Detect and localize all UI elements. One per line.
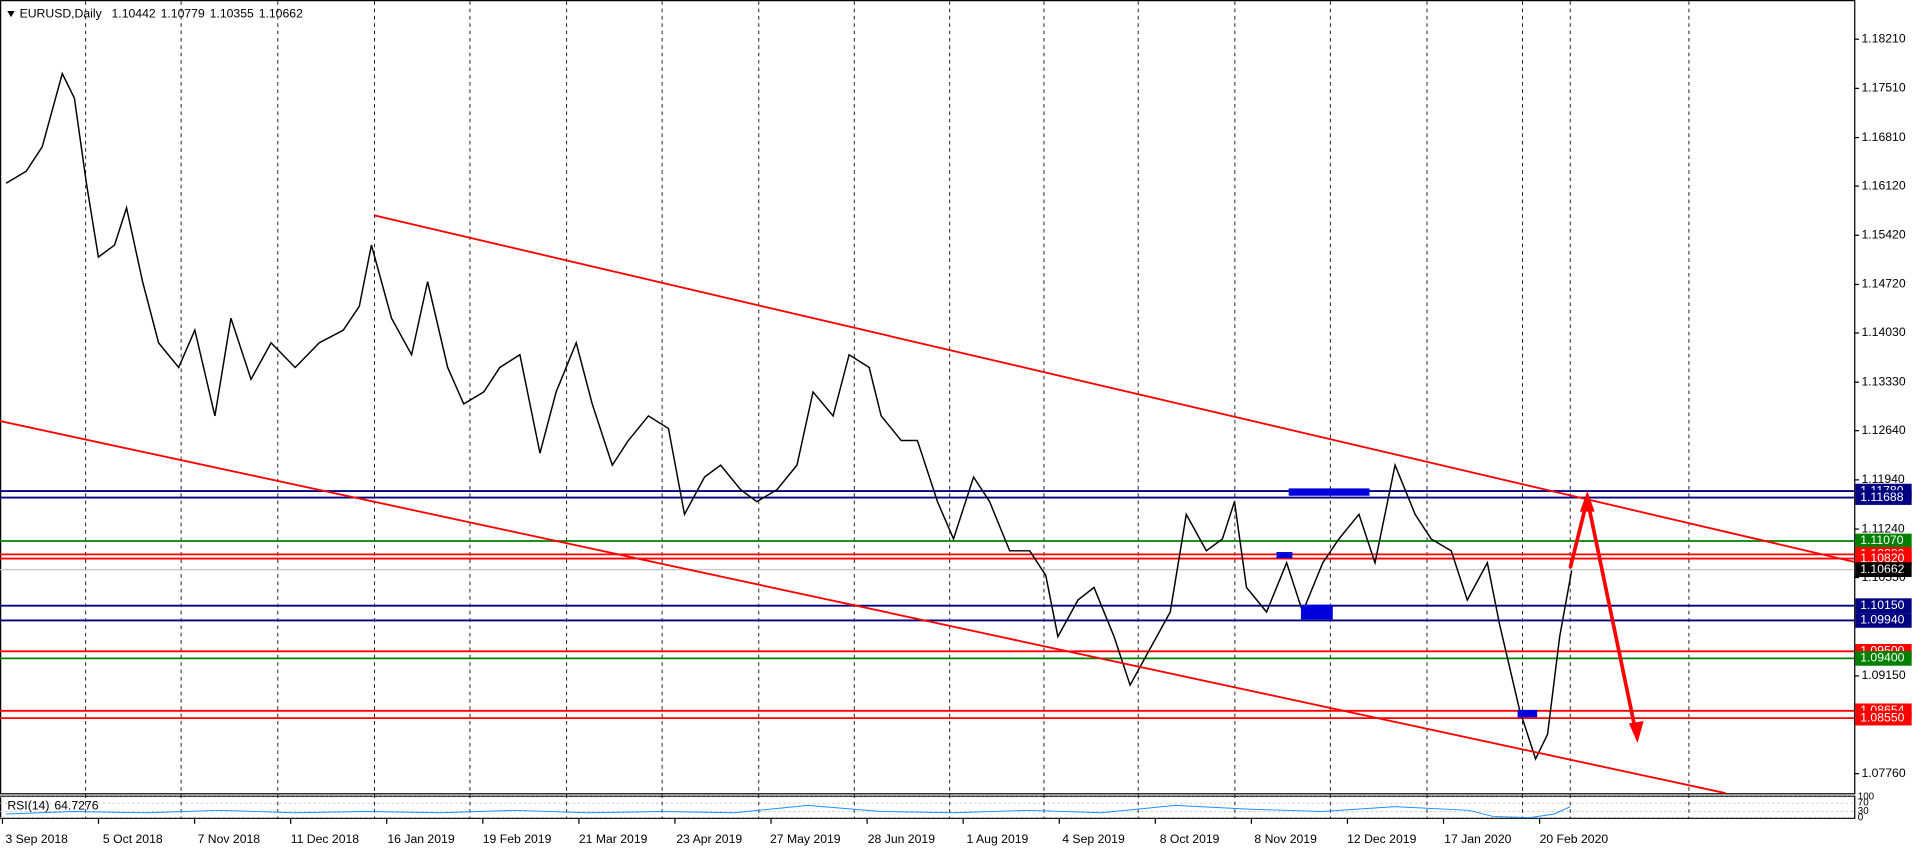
level-tag — [1855, 598, 1912, 614]
price-label: 1.16810 — [1861, 130, 1905, 144]
level-tag — [1855, 710, 1912, 726]
price-label: 1.09150 — [1861, 668, 1905, 682]
date-label: 11 Dec 2018 — [291, 832, 360, 846]
level-label: 1.11688 — [1860, 490, 1903, 504]
date-label: 12 Dec 2019 — [1347, 832, 1416, 846]
header-open: 1.10442 — [112, 7, 156, 21]
level-tag — [1855, 533, 1912, 549]
rsi-line — [6, 804, 1571, 819]
level-tag — [1855, 551, 1912, 566]
price-label: 1.11240 — [1861, 521, 1904, 535]
date-label: 7 Nov 2018 — [198, 832, 261, 846]
rsi-level-label: 30 — [1858, 806, 1869, 817]
date-label: 20 Feb 2020 — [1540, 832, 1609, 846]
price-label: 1.10550 — [1861, 570, 1905, 584]
header-low: 1.10355 — [210, 7, 254, 21]
rsi-pane-border — [0, 795, 1856, 819]
date-label: 19 Feb 2019 — [483, 832, 552, 846]
menu-arrow — [7, 11, 15, 18]
level-label: 1.11070 — [1860, 533, 1903, 547]
trend-line — [0, 420, 1726, 795]
price-label: 1.14030 — [1861, 325, 1905, 339]
date-label: 21 Mar 2019 — [579, 832, 648, 846]
price-label: 1.14720 — [1861, 277, 1905, 291]
level-tag — [1855, 562, 1912, 578]
date-label: 27 May 2019 — [770, 832, 841, 846]
rsi-level-label: 70 — [1858, 798, 1869, 809]
date-label: 8 Oct 2019 — [1160, 832, 1220, 846]
level-label: 1.10662 — [1860, 562, 1904, 576]
level-label: 1.08550 — [1860, 710, 1904, 724]
main-pane-border — [0, 0, 1856, 795]
level-label: 1.10150 — [1860, 598, 1904, 612]
rsi-level-label: 0 — [1858, 812, 1864, 823]
date-label: 1 Aug 2019 — [967, 832, 1029, 846]
date-label: 8 Nov 2019 — [1254, 832, 1317, 846]
grid — [0, 1, 1855, 819]
zone-box — [1517, 709, 1538, 718]
price-label: 1.11940 — [1861, 472, 1904, 486]
zone-box — [1276, 552, 1293, 559]
date-label: 16 Jan 2019 — [387, 832, 454, 846]
header-symbol: EURUSD,Daily — [20, 7, 103, 21]
zone-box — [1300, 604, 1333, 620]
arrow-head — [1579, 490, 1595, 512]
price-label: 1.18210 — [1861, 31, 1905, 45]
level-tag — [1855, 613, 1912, 628]
arrow-head — [1628, 720, 1644, 743]
date-label: 28 Jun 2019 — [868, 832, 935, 846]
price-series — [5, 71, 1573, 761]
date-label: 3 Sep 2018 — [5, 832, 68, 846]
chart-header: EURUSD,Daily 1.10442 1.10779 1.10355 1.10662 — [20, 7, 304, 21]
header-close: 1.10662 — [259, 7, 303, 21]
price-label: 1.13330 — [1861, 374, 1905, 388]
date-label: 4 Sep 2019 — [1062, 832, 1125, 846]
date-label: 5 Oct 2018 — [103, 832, 163, 846]
price-label: 1.15420 — [1861, 227, 1905, 241]
date-label: 23 Apr 2019 — [676, 832, 742, 846]
rsi-value: 64.7276 — [54, 799, 98, 813]
level-label: 1.09940 — [1860, 613, 1904, 627]
rsi-level-label: 100 — [1858, 791, 1875, 802]
level-tag — [1855, 490, 1912, 505]
level-tag — [1855, 651, 1912, 666]
rsi-label: RSI(14) 64.7276 — [7, 799, 98, 813]
rsi-name: RSI(14) — [7, 799, 49, 813]
level-label: 1.10820 — [1860, 551, 1904, 565]
levels: 1.117801.116881.110701.108801.108201.106… — [0, 483, 1912, 726]
price-label: 1.17510 — [1861, 81, 1905, 95]
price-label: 1.16120 — [1861, 178, 1905, 192]
zone-box — [1288, 488, 1370, 496]
header-high: 1.10779 — [161, 7, 205, 21]
price-line — [5, 71, 1573, 761]
date-label: 17 Jan 2020 — [1444, 832, 1511, 846]
price-label: 1.07760 — [1861, 766, 1905, 780]
price-label: 1.12640 — [1861, 423, 1905, 437]
trend-line — [374, 214, 1855, 563]
level-label: 1.09400 — [1860, 651, 1904, 665]
